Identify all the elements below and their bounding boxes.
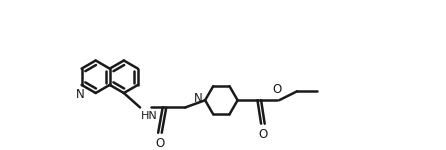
Text: O: O <box>273 83 282 96</box>
Text: HN: HN <box>141 111 158 121</box>
Text: N: N <box>194 92 202 105</box>
Text: O: O <box>258 128 268 141</box>
Text: N: N <box>75 88 84 101</box>
Text: O: O <box>155 137 165 150</box>
